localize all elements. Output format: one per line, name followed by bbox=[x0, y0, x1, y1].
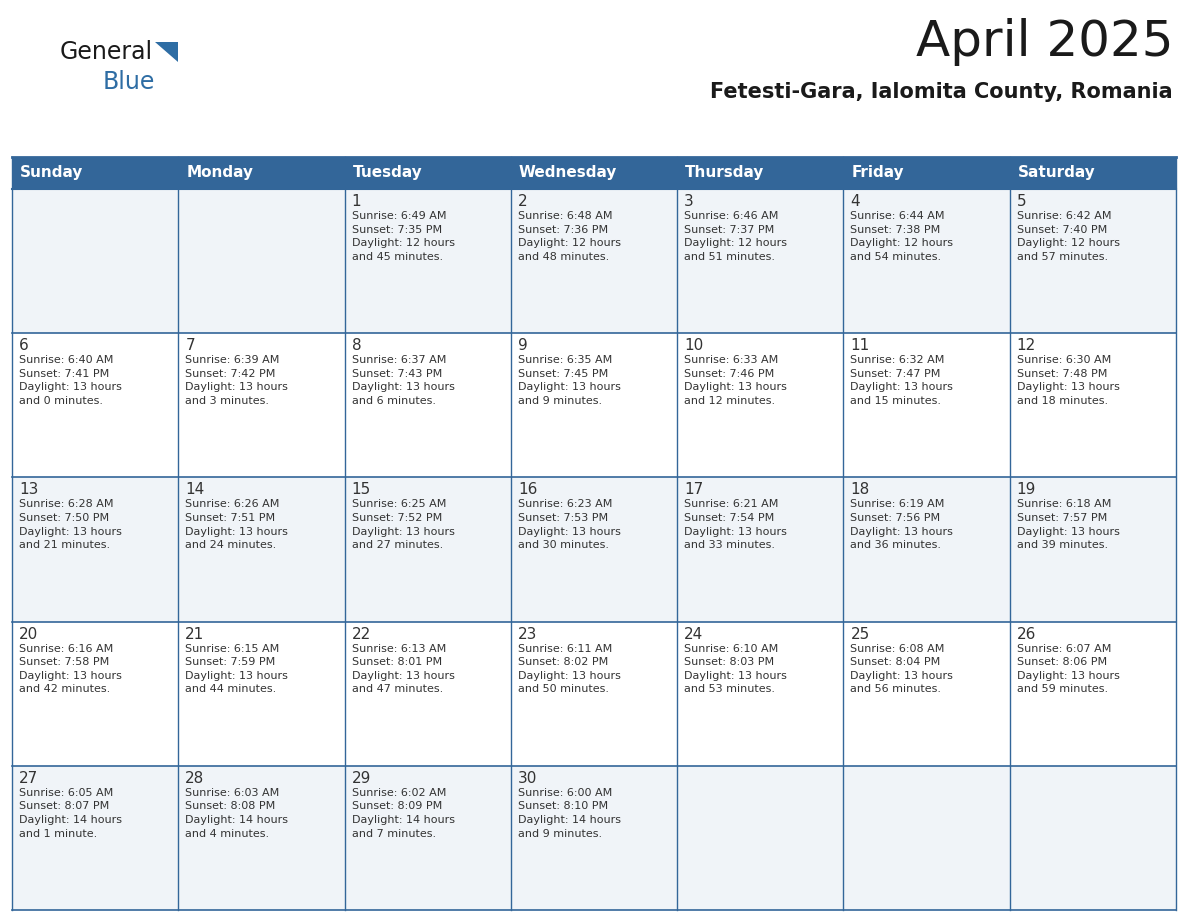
Text: 5: 5 bbox=[1017, 194, 1026, 209]
Text: Sunrise: 6:44 AM
Sunset: 7:38 PM
Daylight: 12 hours
and 54 minutes.: Sunrise: 6:44 AM Sunset: 7:38 PM Dayligh… bbox=[851, 211, 954, 262]
Text: 15: 15 bbox=[352, 482, 371, 498]
Text: Sunrise: 6:26 AM
Sunset: 7:51 PM
Daylight: 13 hours
and 24 minutes.: Sunrise: 6:26 AM Sunset: 7:51 PM Dayligh… bbox=[185, 499, 289, 550]
Text: Sunrise: 6:28 AM
Sunset: 7:50 PM
Daylight: 13 hours
and 21 minutes.: Sunrise: 6:28 AM Sunset: 7:50 PM Dayligh… bbox=[19, 499, 122, 550]
Bar bbox=[511, 157, 677, 189]
Text: Sunrise: 6:49 AM
Sunset: 7:35 PM
Daylight: 12 hours
and 45 minutes.: Sunrise: 6:49 AM Sunset: 7:35 PM Dayligh… bbox=[352, 211, 455, 262]
Text: 18: 18 bbox=[851, 482, 870, 498]
Bar bbox=[12, 766, 1176, 910]
Text: 12: 12 bbox=[1017, 338, 1036, 353]
Text: Sunrise: 6:08 AM
Sunset: 8:04 PM
Daylight: 13 hours
and 56 minutes.: Sunrise: 6:08 AM Sunset: 8:04 PM Dayligh… bbox=[851, 644, 953, 694]
Text: Sunrise: 6:39 AM
Sunset: 7:42 PM
Daylight: 13 hours
and 3 minutes.: Sunrise: 6:39 AM Sunset: 7:42 PM Dayligh… bbox=[185, 355, 289, 406]
Text: 26: 26 bbox=[1017, 627, 1036, 642]
Text: Sunrise: 6:11 AM
Sunset: 8:02 PM
Daylight: 13 hours
and 50 minutes.: Sunrise: 6:11 AM Sunset: 8:02 PM Dayligh… bbox=[518, 644, 621, 694]
Text: 19: 19 bbox=[1017, 482, 1036, 498]
Bar bbox=[345, 157, 511, 189]
Text: April 2025: April 2025 bbox=[916, 18, 1173, 66]
Text: 1: 1 bbox=[352, 194, 361, 209]
Text: General: General bbox=[61, 40, 153, 64]
Text: 6: 6 bbox=[19, 338, 29, 353]
Text: 21: 21 bbox=[185, 627, 204, 642]
Text: Sunday: Sunday bbox=[20, 165, 83, 181]
Text: 25: 25 bbox=[851, 627, 870, 642]
Text: Sunrise: 6:02 AM
Sunset: 8:09 PM
Daylight: 14 hours
and 7 minutes.: Sunrise: 6:02 AM Sunset: 8:09 PM Dayligh… bbox=[352, 788, 455, 839]
Text: Sunrise: 6:07 AM
Sunset: 8:06 PM
Daylight: 13 hours
and 59 minutes.: Sunrise: 6:07 AM Sunset: 8:06 PM Dayligh… bbox=[1017, 644, 1119, 694]
Text: Tuesday: Tuesday bbox=[353, 165, 422, 181]
Text: Sunrise: 6:40 AM
Sunset: 7:41 PM
Daylight: 13 hours
and 0 minutes.: Sunrise: 6:40 AM Sunset: 7:41 PM Dayligh… bbox=[19, 355, 122, 406]
Text: 20: 20 bbox=[19, 627, 38, 642]
Text: 30: 30 bbox=[518, 771, 537, 786]
Text: 7: 7 bbox=[185, 338, 195, 353]
Text: 8: 8 bbox=[352, 338, 361, 353]
Text: Sunrise: 6:46 AM
Sunset: 7:37 PM
Daylight: 12 hours
and 51 minutes.: Sunrise: 6:46 AM Sunset: 7:37 PM Dayligh… bbox=[684, 211, 788, 262]
Text: 14: 14 bbox=[185, 482, 204, 498]
Bar bbox=[12, 157, 178, 189]
Text: Sunrise: 6:33 AM
Sunset: 7:46 PM
Daylight: 13 hours
and 12 minutes.: Sunrise: 6:33 AM Sunset: 7:46 PM Dayligh… bbox=[684, 355, 786, 406]
Text: 4: 4 bbox=[851, 194, 860, 209]
Text: 2: 2 bbox=[518, 194, 527, 209]
Text: Monday: Monday bbox=[187, 165, 253, 181]
Bar bbox=[178, 157, 345, 189]
Bar bbox=[677, 157, 843, 189]
Text: Sunrise: 6:19 AM
Sunset: 7:56 PM
Daylight: 13 hours
and 36 minutes.: Sunrise: 6:19 AM Sunset: 7:56 PM Dayligh… bbox=[851, 499, 953, 550]
Bar bbox=[12, 333, 1176, 477]
Text: 3: 3 bbox=[684, 194, 694, 209]
Text: Sunrise: 6:16 AM
Sunset: 7:58 PM
Daylight: 13 hours
and 42 minutes.: Sunrise: 6:16 AM Sunset: 7:58 PM Dayligh… bbox=[19, 644, 122, 694]
Text: 27: 27 bbox=[19, 771, 38, 786]
Text: 13: 13 bbox=[19, 482, 38, 498]
Text: Sunrise: 6:42 AM
Sunset: 7:40 PM
Daylight: 12 hours
and 57 minutes.: Sunrise: 6:42 AM Sunset: 7:40 PM Dayligh… bbox=[1017, 211, 1120, 262]
Text: 11: 11 bbox=[851, 338, 870, 353]
Text: Sunrise: 6:37 AM
Sunset: 7:43 PM
Daylight: 13 hours
and 6 minutes.: Sunrise: 6:37 AM Sunset: 7:43 PM Dayligh… bbox=[352, 355, 455, 406]
Text: Sunrise: 6:05 AM
Sunset: 8:07 PM
Daylight: 14 hours
and 1 minute.: Sunrise: 6:05 AM Sunset: 8:07 PM Dayligh… bbox=[19, 788, 122, 839]
Bar bbox=[12, 189, 1176, 333]
Bar bbox=[843, 157, 1010, 189]
Text: Sunrise: 6:13 AM
Sunset: 8:01 PM
Daylight: 13 hours
and 47 minutes.: Sunrise: 6:13 AM Sunset: 8:01 PM Dayligh… bbox=[352, 644, 455, 694]
Text: 22: 22 bbox=[352, 627, 371, 642]
Text: 10: 10 bbox=[684, 338, 703, 353]
Bar bbox=[1010, 157, 1176, 189]
Text: Sunrise: 6:00 AM
Sunset: 8:10 PM
Daylight: 14 hours
and 9 minutes.: Sunrise: 6:00 AM Sunset: 8:10 PM Dayligh… bbox=[518, 788, 621, 839]
Bar bbox=[12, 477, 1176, 621]
Polygon shape bbox=[154, 42, 178, 62]
Text: Saturday: Saturday bbox=[1018, 165, 1095, 181]
Text: 16: 16 bbox=[518, 482, 537, 498]
Text: Sunrise: 6:30 AM
Sunset: 7:48 PM
Daylight: 13 hours
and 18 minutes.: Sunrise: 6:30 AM Sunset: 7:48 PM Dayligh… bbox=[1017, 355, 1119, 406]
Text: Sunrise: 6:48 AM
Sunset: 7:36 PM
Daylight: 12 hours
and 48 minutes.: Sunrise: 6:48 AM Sunset: 7:36 PM Dayligh… bbox=[518, 211, 621, 262]
Text: Sunrise: 6:35 AM
Sunset: 7:45 PM
Daylight: 13 hours
and 9 minutes.: Sunrise: 6:35 AM Sunset: 7:45 PM Dayligh… bbox=[518, 355, 621, 406]
Text: Friday: Friday bbox=[852, 165, 904, 181]
Text: 9: 9 bbox=[518, 338, 527, 353]
Text: 23: 23 bbox=[518, 627, 537, 642]
Text: Sunrise: 6:32 AM
Sunset: 7:47 PM
Daylight: 13 hours
and 15 minutes.: Sunrise: 6:32 AM Sunset: 7:47 PM Dayligh… bbox=[851, 355, 953, 406]
Text: Wednesday: Wednesday bbox=[519, 165, 618, 181]
Text: 29: 29 bbox=[352, 771, 371, 786]
Bar bbox=[12, 621, 1176, 766]
Text: 24: 24 bbox=[684, 627, 703, 642]
Text: Fetesti-Gara, Ialomita County, Romania: Fetesti-Gara, Ialomita County, Romania bbox=[710, 82, 1173, 102]
Text: 28: 28 bbox=[185, 771, 204, 786]
Text: Sunrise: 6:15 AM
Sunset: 7:59 PM
Daylight: 13 hours
and 44 minutes.: Sunrise: 6:15 AM Sunset: 7:59 PM Dayligh… bbox=[185, 644, 289, 694]
Text: Sunrise: 6:18 AM
Sunset: 7:57 PM
Daylight: 13 hours
and 39 minutes.: Sunrise: 6:18 AM Sunset: 7:57 PM Dayligh… bbox=[1017, 499, 1119, 550]
Text: Blue: Blue bbox=[103, 70, 156, 94]
Text: Sunrise: 6:03 AM
Sunset: 8:08 PM
Daylight: 14 hours
and 4 minutes.: Sunrise: 6:03 AM Sunset: 8:08 PM Dayligh… bbox=[185, 788, 289, 839]
Text: Sunrise: 6:10 AM
Sunset: 8:03 PM
Daylight: 13 hours
and 53 minutes.: Sunrise: 6:10 AM Sunset: 8:03 PM Dayligh… bbox=[684, 644, 786, 694]
Text: 17: 17 bbox=[684, 482, 703, 498]
Text: Sunrise: 6:25 AM
Sunset: 7:52 PM
Daylight: 13 hours
and 27 minutes.: Sunrise: 6:25 AM Sunset: 7:52 PM Dayligh… bbox=[352, 499, 455, 550]
Text: Thursday: Thursday bbox=[685, 165, 765, 181]
Text: Sunrise: 6:23 AM
Sunset: 7:53 PM
Daylight: 13 hours
and 30 minutes.: Sunrise: 6:23 AM Sunset: 7:53 PM Dayligh… bbox=[518, 499, 621, 550]
Text: Sunrise: 6:21 AM
Sunset: 7:54 PM
Daylight: 13 hours
and 33 minutes.: Sunrise: 6:21 AM Sunset: 7:54 PM Dayligh… bbox=[684, 499, 786, 550]
